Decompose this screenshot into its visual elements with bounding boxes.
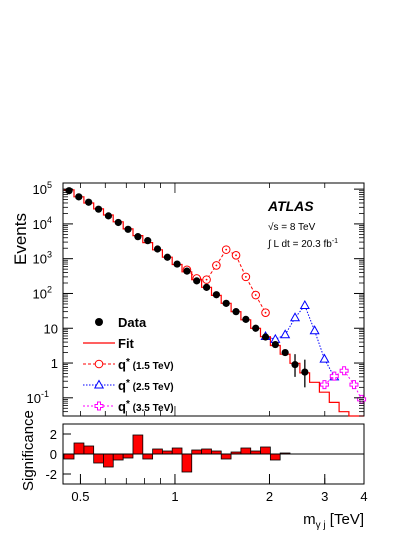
data-point — [271, 340, 279, 349]
signal-marker-dot — [205, 278, 208, 281]
data-point — [261, 333, 270, 341]
data-point — [153, 245, 162, 253]
legend-label: q* (2.5 TeV) — [118, 378, 174, 393]
signal-marker — [299, 300, 310, 310]
legend-label: Fit — [118, 336, 135, 351]
significance-bar — [152, 448, 163, 455]
data-point — [163, 253, 171, 261]
y-tick-label: 104 — [33, 215, 52, 232]
significance-bar — [220, 453, 232, 460]
significance-bar — [73, 442, 85, 455]
x-tick-label: 1 — [171, 489, 178, 504]
data-point — [193, 277, 201, 285]
data-point — [124, 225, 132, 233]
significance-bar — [93, 453, 104, 464]
data-point — [114, 218, 122, 227]
data-point — [202, 283, 211, 291]
significance-bar — [103, 453, 114, 468]
y-tick-label: 1 — [51, 356, 58, 371]
significance-bar — [63, 453, 75, 460]
significance-bar — [112, 453, 124, 461]
y-tick-label: 102 — [33, 284, 52, 301]
main-frame — [62, 182, 365, 417]
luminosity-label: ∫ L dt = 20.3 fb-1 — [267, 238, 338, 250]
significance-panel: -2 0 2 0.5 1 2 3 4 Significance mγ j [TeV] — [20, 410, 368, 531]
legend-label: q* (3.5 TeV) — [118, 399, 174, 414]
data-point — [291, 361, 299, 369]
legend-label: q* (1.5 TeV) — [118, 357, 174, 372]
signal-marker — [309, 325, 320, 335]
significance-axis-title: Significance — [20, 410, 37, 491]
data-point — [222, 299, 230, 307]
y-tick-label: 10-1 — [27, 389, 49, 406]
legend-label: Data — [118, 315, 147, 330]
data-point — [301, 368, 309, 376]
data-point — [144, 237, 152, 245]
sig-y-tick-label: 0 — [50, 447, 57, 462]
significance-bar — [83, 445, 95, 455]
significance-bar — [122, 453, 134, 459]
x-axis-title: mγ j [TeV] — [303, 511, 364, 531]
fit-histogram — [63, 189, 364, 417]
signal-marker-dot — [264, 311, 267, 314]
sig-y-tick-label: -2 — [45, 467, 57, 482]
signal-marker — [280, 329, 291, 339]
data-point — [75, 193, 83, 201]
significance-bar — [142, 453, 154, 460]
data-point — [242, 315, 250, 323]
significance-bar — [201, 448, 212, 455]
legend: Data Fit q* (1.5 TeV) q* (2.5 TeV) q* (3.5 T… — [83, 315, 174, 414]
significance-bar — [181, 453, 193, 473]
data-point — [104, 212, 113, 220]
data-point — [232, 308, 240, 316]
signal-marker — [319, 353, 330, 363]
y-tick-label: 10 — [44, 321, 58, 336]
legend-marker-signal — [94, 359, 104, 369]
significance-bar — [240, 447, 252, 455]
data-point — [94, 205, 103, 213]
significance-bar — [260, 446, 271, 455]
data-point — [252, 324, 260, 332]
signal-marker — [289, 312, 301, 322]
legend-marker-signal — [93, 379, 105, 389]
legend-marker-data — [95, 318, 103, 326]
atlas-annotation: ATLAS √s = 8 TeV ∫ L dt = 20.3 fb-1 — [267, 198, 338, 250]
x-tick-label: 4 — [360, 489, 367, 504]
data-point — [85, 198, 93, 206]
significance-bar — [191, 449, 203, 455]
signal-marker-dot — [225, 248, 228, 251]
data-point — [134, 233, 142, 241]
sig-y-tick-label: 2 — [50, 427, 57, 442]
signal-marker — [349, 380, 359, 390]
data-point — [212, 291, 220, 299]
data-point — [173, 260, 181, 268]
signal-marker-dot — [244, 275, 247, 278]
y-tick-label: 105 — [33, 180, 52, 197]
signal-marker-dot — [235, 254, 237, 257]
signal-marker-dot — [254, 294, 257, 296]
significance-bar — [132, 434, 144, 455]
energy-label: √s = 8 TeV — [268, 221, 316, 233]
significance-bar — [269, 453, 281, 461]
data-point — [281, 348, 289, 357]
y-axis-title: Events — [11, 213, 30, 265]
x-tick-label: 0.5 — [71, 489, 89, 504]
signal-marker — [339, 366, 349, 376]
y-tick-label: 103 — [33, 250, 52, 267]
x-tick-label: 2 — [266, 489, 273, 504]
legend-marker-signal — [94, 401, 104, 411]
x-tick-label: 3 — [321, 489, 328, 504]
atlas-label: ATLAS — [267, 198, 314, 214]
signal-marker — [319, 380, 329, 390]
significance-bar — [171, 447, 183, 455]
signal-marker-dot — [215, 264, 218, 267]
data-point — [183, 267, 191, 275]
signal-marker — [329, 371, 339, 381]
